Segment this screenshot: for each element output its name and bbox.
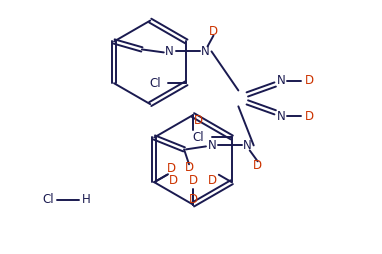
Text: N: N [277,74,285,87]
Text: Cl: Cl [42,193,53,206]
Text: N: N [201,45,210,58]
Text: D: D [167,162,176,175]
Text: D: D [193,114,202,126]
Text: D: D [168,174,178,187]
Text: D: D [253,159,262,172]
Text: D: D [208,174,217,187]
Text: D: D [185,161,194,174]
Text: D: D [188,193,197,206]
Text: N: N [277,110,285,123]
Text: N: N [165,45,174,58]
Text: H: H [82,193,91,206]
Text: Cl: Cl [192,131,204,144]
Text: D: D [209,25,218,38]
Text: D: D [304,110,314,123]
Text: N: N [243,139,252,152]
Text: D: D [304,74,314,87]
Text: N: N [207,139,216,152]
Text: D: D [188,174,197,187]
Text: Cl: Cl [149,77,160,90]
